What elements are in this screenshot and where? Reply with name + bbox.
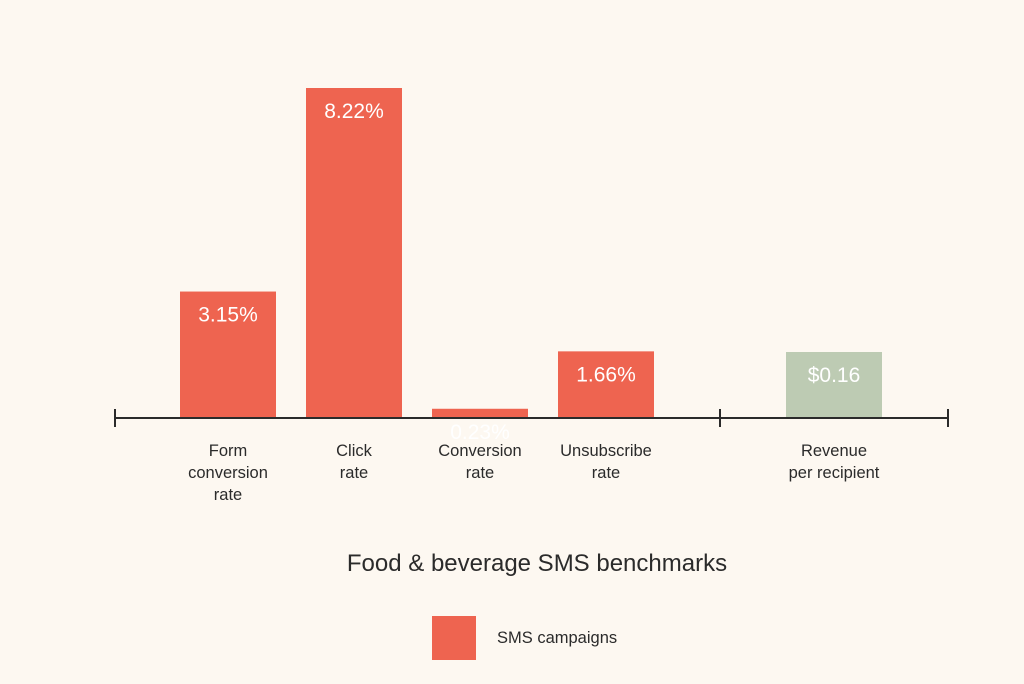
category-label-line: Unsubscribe bbox=[560, 442, 652, 460]
category-label-line: rate bbox=[214, 486, 242, 504]
category-label-line: per recipient bbox=[789, 464, 880, 482]
bar-2 bbox=[432, 408, 528, 418]
category-label-line: rate bbox=[466, 464, 494, 482]
category-label-line: Conversion bbox=[438, 442, 521, 460]
bar-0 bbox=[180, 291, 276, 418]
legend: SMS campaigns bbox=[432, 616, 617, 660]
bars-group: 3.15% 8.22% 0.23% 1.66% $0.16 bbox=[180, 88, 882, 444]
bar-value-label-2: 0.23% bbox=[450, 421, 510, 444]
category-labels: Form conversion rate Click rate Conversion rat… bbox=[188, 442, 880, 504]
legend-swatch bbox=[432, 616, 476, 660]
legend-label: SMS campaigns bbox=[497, 629, 617, 647]
category-label-line: Click bbox=[336, 442, 372, 460]
category-label-line: conversion bbox=[188, 464, 268, 482]
category-label-3: Unsubscribe rate bbox=[560, 442, 652, 482]
category-label-4: Revenue per recipient bbox=[789, 442, 880, 482]
bar-value-label-3: 1.66% bbox=[576, 363, 636, 386]
category-label-0: Form conversion rate bbox=[188, 442, 268, 504]
category-label-line: rate bbox=[340, 464, 368, 482]
bar-value-label-1: 8.22% bbox=[324, 100, 384, 123]
category-label-line: Form bbox=[209, 442, 248, 460]
bar-value-label-4: $0.16 bbox=[808, 364, 861, 387]
chart-title: Food & beverage SMS benchmarks bbox=[347, 550, 727, 577]
bar-value-label-0: 3.15% bbox=[198, 304, 258, 327]
category-label-line: rate bbox=[592, 464, 620, 482]
category-label-line: Revenue bbox=[801, 442, 867, 460]
bar-4 bbox=[786, 352, 882, 418]
x-axis bbox=[114, 409, 949, 427]
category-label-2: Conversion rate bbox=[438, 442, 521, 482]
bar-3 bbox=[558, 351, 654, 418]
category-label-1: Click rate bbox=[336, 442, 372, 482]
bar-1 bbox=[306, 88, 402, 418]
